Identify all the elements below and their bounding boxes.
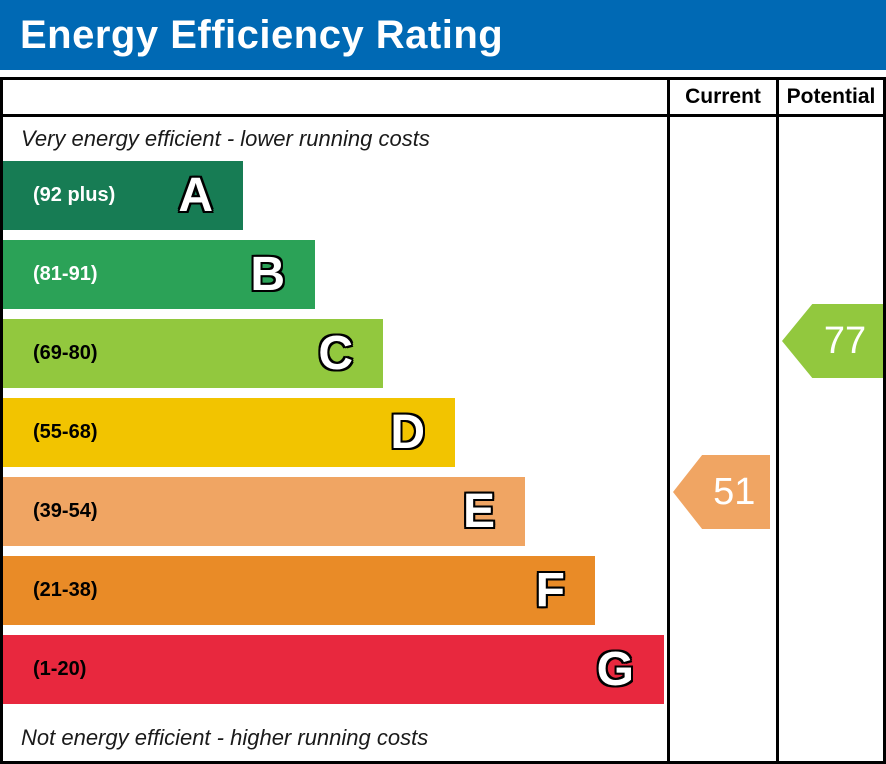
- band-row: (55-68) D: [3, 398, 667, 467]
- current-column-header: Current: [667, 80, 776, 114]
- page-title: Energy Efficiency Rating: [20, 12, 504, 57]
- rating-table: Current Potential Very energy efficient …: [0, 77, 886, 764]
- band-letter: A: [178, 168, 213, 222]
- band-range-label: (55-68): [33, 421, 98, 443]
- potential-rating-arrow: 77: [782, 304, 883, 378]
- title-bar: Energy Efficiency Rating: [0, 0, 886, 70]
- table-header-row: Current Potential: [3, 80, 883, 117]
- current-column: 51: [667, 117, 776, 761]
- caption-very-efficient: Very energy efficient - lower running co…: [21, 126, 430, 151]
- potential-column-header: Potential: [776, 80, 883, 114]
- band-row: (21-38) F: [3, 556, 667, 625]
- table-body: Very energy efficient - lower running co…: [3, 117, 883, 761]
- current-rating-arrow: 51: [673, 455, 770, 529]
- potential-rating-value: 77: [823, 319, 867, 362]
- header-main-cell: [3, 80, 667, 114]
- band-row: (92 plus) A: [3, 161, 667, 230]
- band-bar: (1-20) G: [3, 635, 664, 704]
- band-bar: (69-80) C: [3, 319, 383, 388]
- rating-bands: (92 plus) A (81-91) B (69-80) C (55-68) …: [3, 161, 667, 704]
- band-bar: (55-68) D: [3, 398, 455, 467]
- band-bar: (92 plus) A: [3, 161, 243, 230]
- band-range-label: (69-80): [33, 342, 98, 364]
- band-letter: C: [318, 326, 353, 380]
- band-letter: F: [535, 563, 565, 617]
- band-letter: E: [462, 484, 495, 538]
- band-letter: G: [596, 642, 634, 696]
- current-rating-value: 51: [713, 470, 756, 513]
- band-bar: (21-38) F: [3, 556, 595, 625]
- band-row: (69-80) C: [3, 319, 667, 388]
- caption-not-efficient: Not energy efficient - higher running co…: [21, 724, 429, 750]
- band-row: (81-91) B: [3, 240, 667, 309]
- band-range-label: (92 plus): [33, 184, 116, 206]
- band-range-label: (1-20): [33, 658, 87, 680]
- potential-column: 77: [776, 117, 883, 761]
- band-range-label: (21-38): [33, 579, 98, 601]
- band-bar: (39-54) E: [3, 477, 525, 546]
- band-range-label: (39-54): [33, 500, 98, 522]
- band-bar: (81-91) B: [3, 240, 315, 309]
- band-row: (39-54) E: [3, 477, 667, 546]
- band-range-label: (81-91): [33, 263, 98, 285]
- band-letter: B: [250, 247, 285, 301]
- band-letter: D: [390, 405, 425, 459]
- bands-column: Very energy efficient - lower running co…: [3, 117, 667, 761]
- band-row: (1-20) G: [3, 635, 667, 704]
